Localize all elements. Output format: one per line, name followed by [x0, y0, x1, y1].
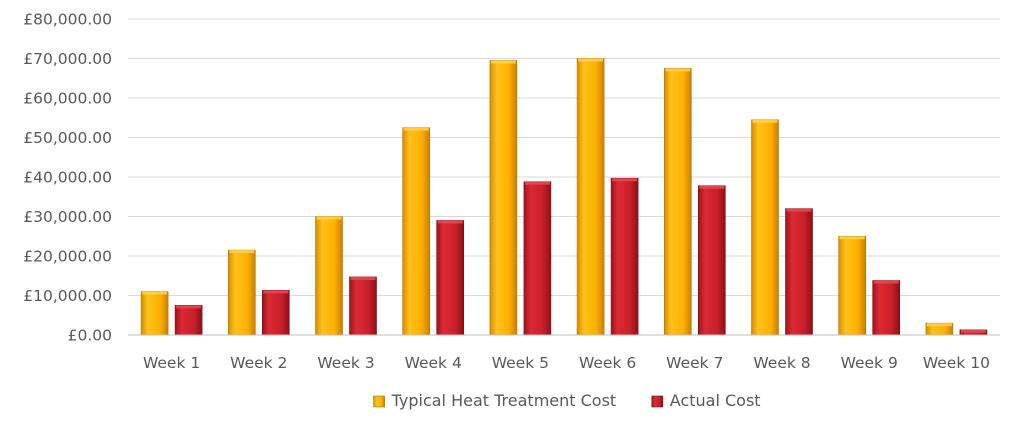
bar-cap — [350, 276, 376, 280]
bar-actual-week-7 — [697, 185, 726, 336]
bar-actual-week-1 — [174, 305, 203, 336]
bar-actual-week-6 — [610, 177, 639, 336]
x-tick-label: Week 3 — [317, 354, 374, 372]
bar-typical-week-2 — [228, 249, 256, 336]
bar-actual-week-9 — [872, 280, 901, 336]
bar-cap — [403, 127, 429, 131]
x-tick-label: Week 5 — [492, 354, 549, 372]
bar-cap — [612, 178, 638, 182]
bar-cap — [960, 329, 986, 333]
gridlines — [128, 18, 1000, 296]
bar-cap — [524, 181, 550, 185]
bar-typical-week-1 — [140, 291, 169, 336]
bar-cap — [578, 58, 604, 62]
bar-typical-week-4 — [402, 127, 431, 336]
y-axis: £0.00 £10,000.00 £20,000.00 £30,000.00 £40,0… — [23, 11, 112, 345]
y-tick-label: £50,000.00 — [23, 129, 112, 147]
x-tick-label: Week 8 — [753, 354, 810, 372]
bar-typical-week-9 — [838, 235, 867, 336]
y-tick-label: £20,000.00 — [23, 248, 112, 266]
y-tick-label: £30,000.00 — [23, 208, 112, 226]
x-tick-label: Week 9 — [841, 354, 898, 372]
bar-cap — [873, 280, 899, 284]
y-tick-label: £0.00 — [68, 327, 112, 345]
x-tick-label: Week 6 — [579, 354, 636, 372]
bar-cap — [316, 216, 342, 220]
bar-cap — [229, 250, 255, 254]
legend: Typical Heat Treatment Cost Actual Cost — [373, 391, 761, 410]
legend-label-typical: Typical Heat Treatment Cost — [391, 391, 617, 410]
y-tick-label: £80,000.00 — [23, 11, 112, 29]
bar-cap — [839, 236, 865, 240]
bar-actual-week-4 — [436, 220, 465, 336]
y-tick-label: £40,000.00 — [23, 169, 112, 187]
legend-swatch-typical — [373, 395, 385, 408]
bars — [140, 58, 988, 336]
bar-cap — [786, 208, 812, 212]
bar-typical-week-6 — [576, 58, 605, 336]
bar-typical-week-8 — [751, 119, 779, 336]
bar-typical-week-3 — [315, 216, 343, 336]
y-tick-label: £10,000.00 — [23, 287, 112, 305]
bar-cap — [437, 220, 463, 224]
bar-cap — [752, 119, 778, 123]
bar-cap — [142, 291, 168, 295]
legend-label-actual: Actual Cost — [670, 391, 761, 410]
bar-typical-week-7 — [663, 68, 692, 336]
bar-typical-week-5 — [489, 60, 518, 336]
y-tick-label: £70,000.00 — [23, 50, 112, 68]
bar-cap — [926, 323, 952, 327]
bar-cap — [176, 305, 202, 309]
bar-cap — [699, 185, 725, 189]
y-tick-label: £60,000.00 — [23, 90, 112, 108]
x-tick-label: Week 7 — [666, 354, 723, 372]
legend-swatch-actual — [651, 395, 664, 408]
x-tick-label: Week 4 — [405, 354, 462, 372]
bar-actual-week-8 — [785, 208, 813, 336]
x-tick-label: Week 1 — [143, 354, 200, 372]
bar-actual-week-5 — [523, 181, 552, 336]
bar-actual-week-3 — [349, 276, 377, 336]
x-tick-label: Week 10 — [923, 354, 990, 372]
bar-cap — [490, 60, 516, 64]
x-tick-label: Week 2 — [230, 354, 287, 372]
bar-cap — [665, 68, 691, 72]
x-axis: Week 1 Week 2 Week 3 Week 4 Week 5 Week 6 Week… — [128, 334, 1000, 372]
bar-actual-week-2 — [261, 290, 290, 336]
bar-cap — [263, 290, 289, 294]
